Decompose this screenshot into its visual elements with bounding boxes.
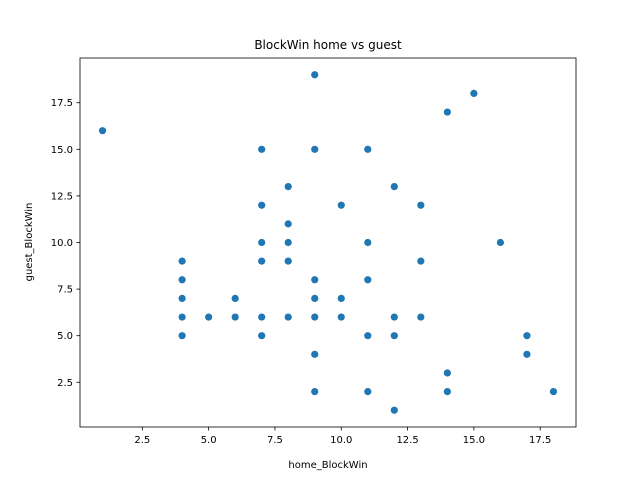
y-tick-label: 2.5: [57, 378, 73, 389]
x-tick-label: 12.5: [396, 435, 418, 446]
x-tick-label: 2.5: [134, 435, 150, 446]
y-tick-label: 15.0: [51, 145, 73, 156]
scatter-point: [337, 294, 345, 303]
scatter-point: [337, 201, 345, 209]
scatter-point: [178, 313, 186, 321]
scatter-point: [284, 257, 292, 265]
scatter-point: [178, 294, 186, 303]
scatter-point: [311, 145, 319, 153]
scatter-point: [284, 313, 292, 321]
scatter-point: [364, 238, 372, 247]
x-tick-label: 7.5: [267, 435, 283, 446]
x-axis-label: home_BlockWin: [288, 460, 367, 471]
scatter-point: [178, 276, 186, 284]
scatter-point: [364, 332, 372, 340]
scatter-point: [311, 387, 319, 396]
scatter-point: [443, 369, 451, 377]
scatter-point: [523, 350, 531, 358]
scatter-point: [523, 332, 531, 340]
scatter-point: [390, 332, 398, 340]
scatter-point: [311, 350, 319, 358]
scatter-point: [443, 108, 451, 116]
scatter-point: [417, 313, 425, 321]
scatter-point: [311, 294, 319, 303]
chart-title: BlockWin home vs guest: [254, 38, 402, 52]
scatter-point: [311, 71, 319, 79]
scatter-point: [496, 238, 505, 247]
plot-area: 2.5 5.0 7.5 10.0 12.5 15.0 17.5 2.5 5.0 7.5 10.0 12…: [51, 57, 577, 446]
scatter-point: [443, 387, 451, 396]
scatter-point: [178, 257, 186, 265]
scatter-point: [311, 276, 319, 284]
y-axis-label: guest_BlockWin: [24, 203, 35, 282]
scatter-point: [284, 238, 292, 247]
scatter-point: [258, 332, 266, 340]
scatter-point: [364, 145, 372, 153]
scatter-point: [98, 127, 107, 135]
scatter-point: [231, 313, 239, 321]
x-tick-label: 10.0: [330, 435, 352, 446]
scatter-point: [258, 257, 266, 265]
scatter-point: [258, 238, 266, 247]
scatter-point: [231, 294, 239, 303]
y-tick-label: 5.0: [57, 331, 73, 342]
scatter-point: [417, 257, 425, 265]
x-tick-label: 15.0: [463, 435, 485, 446]
scatter-point: [284, 220, 292, 228]
scatter-point: [364, 387, 372, 396]
y-tick-label: 12.5: [51, 191, 73, 202]
scatter-point: [417, 201, 425, 209]
scatter-point: [470, 89, 478, 98]
y-tick-label: 10.0: [51, 238, 73, 249]
scatter-point: [258, 145, 266, 153]
scatter-point: [390, 313, 398, 321]
scatter-point: [311, 313, 319, 321]
x-tick-label: 5.0: [201, 435, 217, 446]
scatter-point: [390, 182, 398, 191]
y-tick-label: 17.5: [51, 98, 73, 109]
y-tick-label: 7.5: [57, 285, 73, 296]
scatter-point: [364, 276, 372, 284]
scatter-point: [549, 387, 558, 396]
scatter-point: [258, 313, 266, 321]
scatter-point: [284, 182, 292, 191]
x-tick-label: 17.5: [529, 435, 551, 446]
scatter-point: [337, 313, 345, 321]
scatter-point: [205, 313, 213, 321]
scatter-point: [258, 201, 266, 209]
scatter-point: [178, 332, 186, 340]
scatter-point: [390, 406, 398, 414]
